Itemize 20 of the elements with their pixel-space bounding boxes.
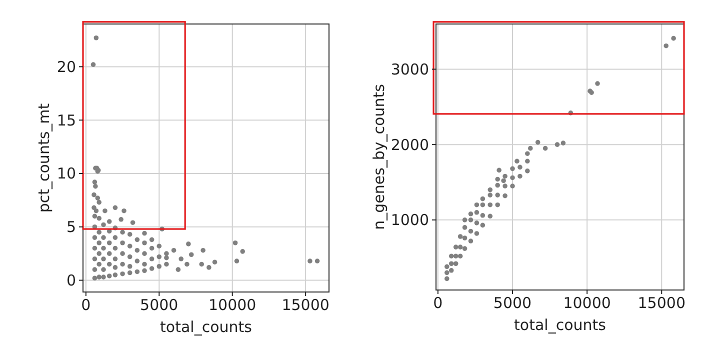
x-tick-label: 15000 (282, 296, 330, 314)
x-tick-label: 10000 (208, 296, 256, 314)
x-tick-label: 5000 (493, 294, 532, 312)
x-axis-title: total_counts (514, 316, 606, 334)
y-tick-label: 10 (56, 164, 76, 183)
x-axis-title: total_counts (160, 318, 252, 336)
y-tick-label: 0 (66, 272, 76, 290)
y-tick-label: 3000 (390, 60, 429, 78)
x-tick-label: 5000 (140, 296, 178, 314)
y-axis-title: pct_counts_mt (35, 103, 53, 213)
y-tick-label: 1000 (390, 211, 429, 230)
x-tick-label: 0 (433, 294, 443, 312)
y-axis-title: n_genes_by_counts (370, 84, 388, 230)
y-tick-label: 20 (56, 58, 76, 76)
x-tick-label: 10000 (563, 294, 611, 312)
y-tick-label: 15 (56, 111, 76, 130)
y-tick-label: 2000 (390, 136, 429, 154)
x-tick-label: 0 (81, 296, 91, 314)
y-tick-label: 5 (66, 218, 76, 236)
x-tick-label: 15000 (638, 294, 686, 312)
